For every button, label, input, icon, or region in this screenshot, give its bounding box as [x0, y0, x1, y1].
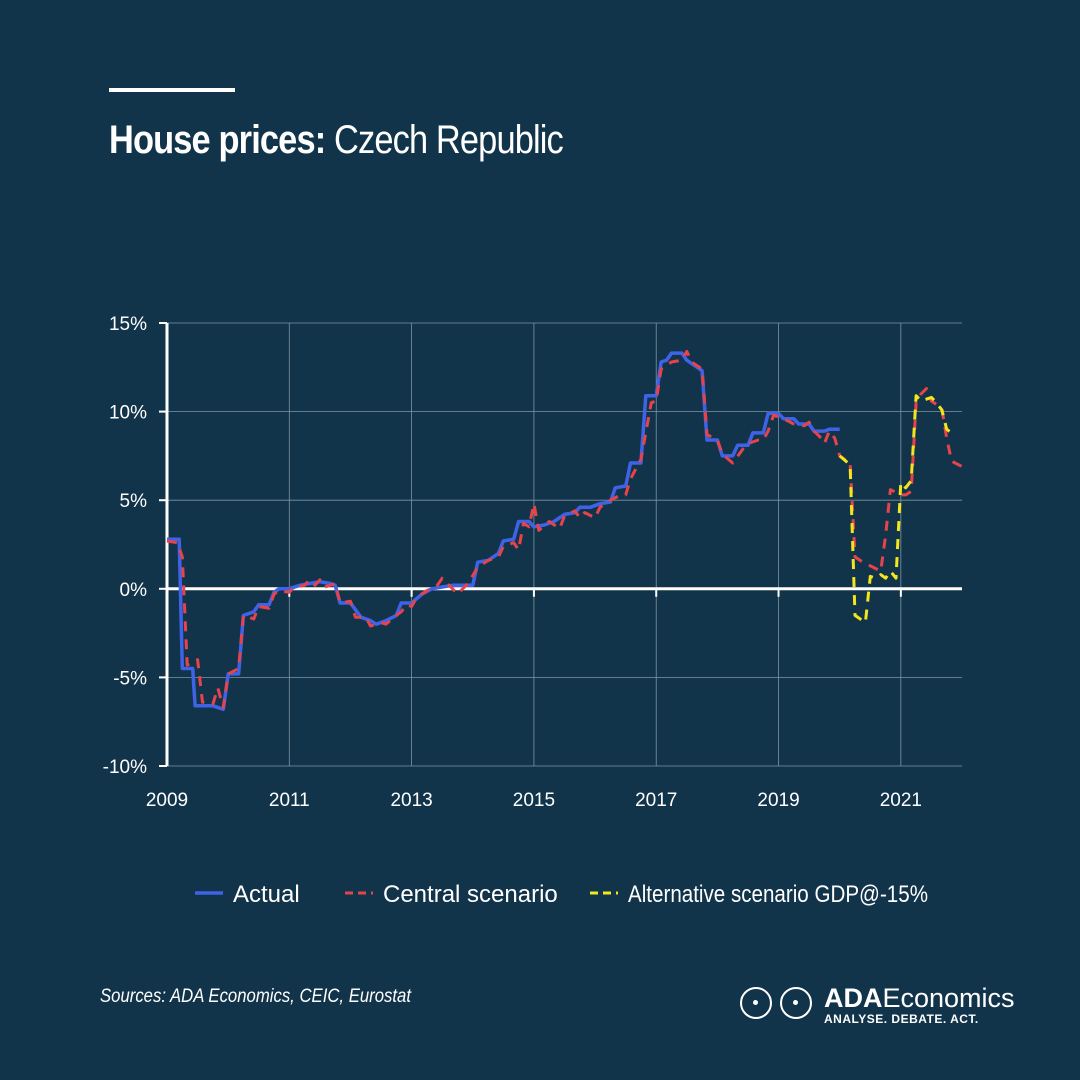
ada-economics-logo: ADAEconomics ANALYSE. DEBATE. ACT. [740, 983, 1050, 1029]
title-rule [109, 88, 235, 92]
title-bold: House prices: [109, 118, 326, 162]
series-line [166, 349, 963, 709]
series-line [838, 394, 953, 624]
x-tick-label: 2021 [880, 790, 922, 811]
x-tick-label: 2019 [757, 790, 799, 811]
legend-label: Alternative scenario GDP@-15% [628, 881, 928, 908]
logo-name: ADAEconomics [824, 983, 1015, 1014]
sources-note: Sources: ADA Economics, CEIC, Eurostat [100, 986, 411, 1007]
x-tick-label: 2015 [513, 790, 555, 811]
grid [167, 322, 962, 767]
title-regular: Czech Republic [325, 118, 564, 162]
series-lines [166, 349, 963, 712]
x-tick-label: 2011 [269, 790, 310, 811]
legend: Actual Central scenario Alternative scenar… [195, 881, 928, 908]
y-tick-label: 5% [120, 491, 148, 512]
logo-circle-left-icon [740, 987, 772, 1019]
y-tick-label: 10% [109, 403, 147, 424]
line-chart: -10% -5% 0% 5% 10% 15% 2009 2011 2013 2015 2017 201… [103, 314, 963, 908]
x-tick-label: 2013 [390, 790, 432, 811]
logo-name-regular: Economics [882, 983, 1015, 1013]
logo-circle-right-icon [780, 987, 812, 1019]
y-tick-label: 15% [109, 314, 147, 335]
axis [159, 322, 169, 767]
legend-label: Central scenario [383, 881, 558, 908]
y-tick-label: -10% [103, 757, 147, 778]
chart-title: House prices: Czech Republic [109, 118, 564, 163]
logo-tagline: ANALYSE. DEBATE. ACT. [824, 1012, 979, 1026]
logo-name-bold: ADA [824, 983, 883, 1013]
y-tick-label: -5% [113, 668, 147, 689]
zero-line-group [166, 587, 962, 597]
x-tick-label: 2017 [635, 790, 677, 811]
series-line [167, 351, 840, 712]
y-tick-label: 0% [120, 580, 148, 601]
x-tick-label: 2009 [146, 790, 188, 811]
legend-label: Actual [233, 881, 300, 908]
tick-labels: -10% -5% 0% 5% 10% 15% 2009 2011 2013 2015 2017 201… [103, 314, 922, 811]
